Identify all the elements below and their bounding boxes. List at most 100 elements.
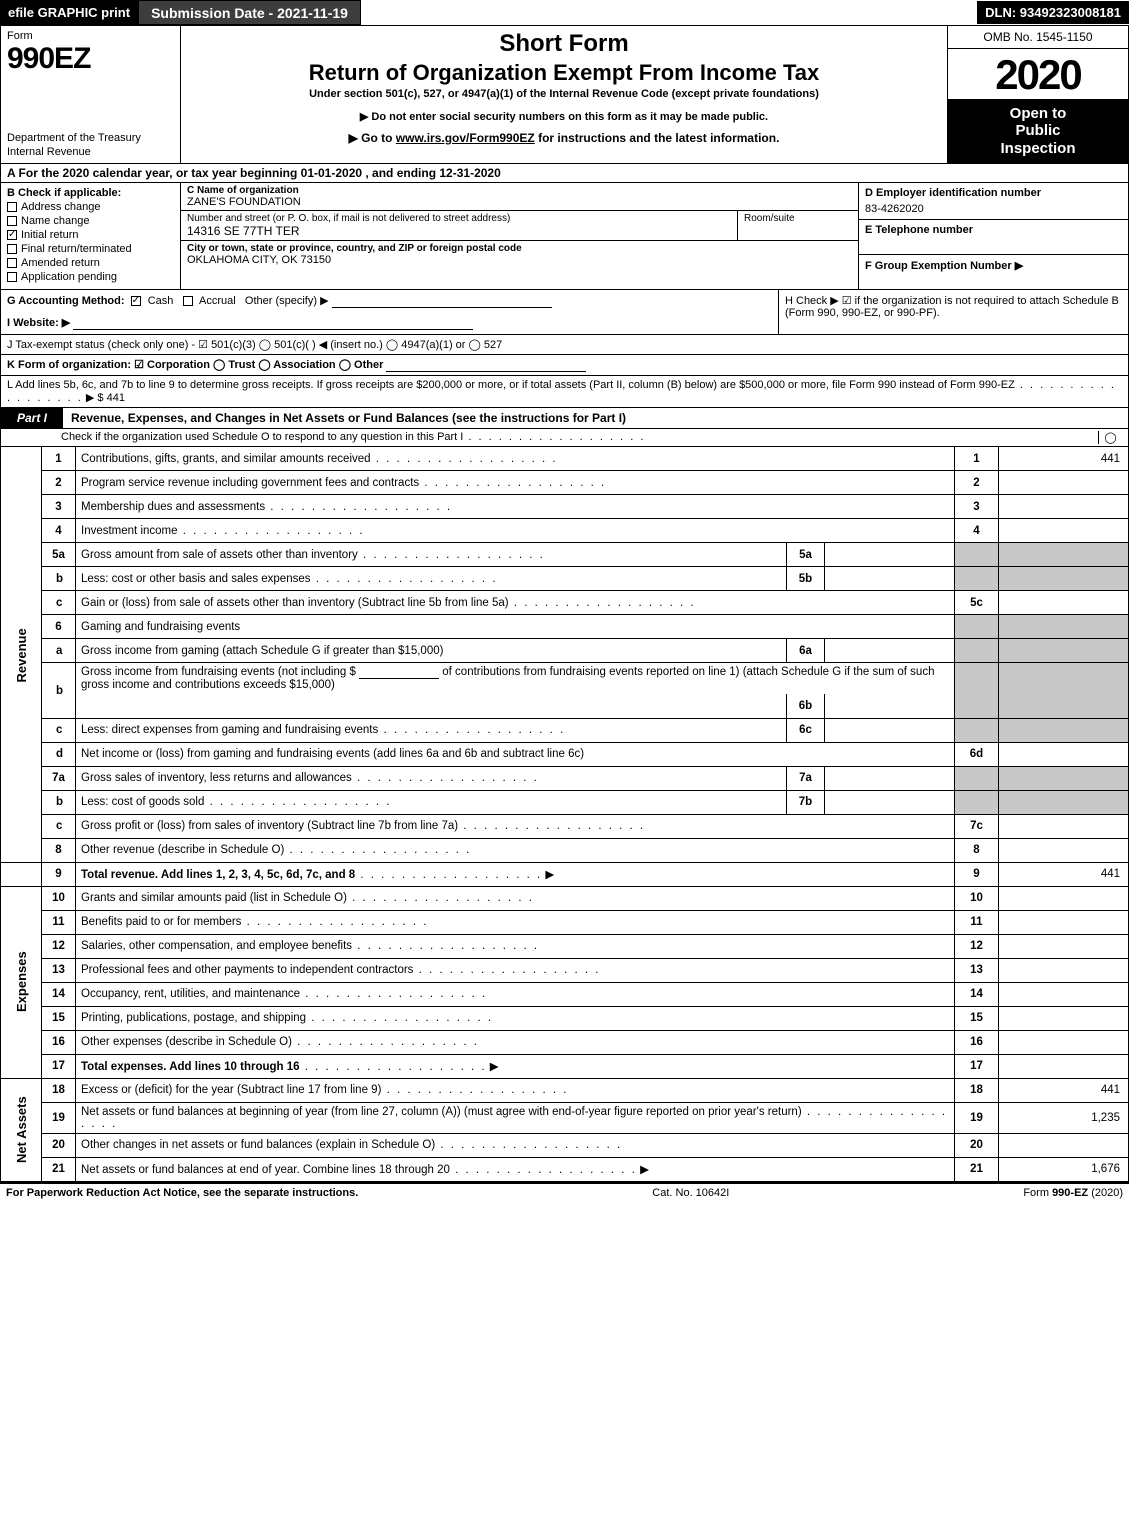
line-7b-text: Less: cost of goods sold	[81, 796, 204, 808]
line-11-text: Benefits paid to or for members	[81, 916, 241, 928]
line-g-accounting: G Accounting Method: Cash Accrual Other …	[1, 290, 778, 334]
line-21-key: 21	[955, 1157, 999, 1181]
dept-line1: Department of the Treasury	[7, 132, 174, 145]
line-16-value	[999, 1030, 1129, 1054]
line-18-num: 18	[42, 1078, 76, 1102]
check-b-column: B Check if applicable: Address change Na…	[1, 183, 181, 289]
line-14-num: 14	[42, 982, 76, 1006]
part-1-subline: Check if the organization used Schedule …	[0, 429, 1129, 447]
check-initial-return[interactable]: Initial return	[7, 229, 174, 241]
line-19-text: Net assets or fund balances at beginning…	[81, 1106, 802, 1118]
line-7c-num: c	[42, 814, 76, 838]
line-13-value	[999, 958, 1129, 982]
line-7c-text: Gross profit or (loss) from sales of inv…	[81, 820, 458, 832]
line-6b-amount-input[interactable]	[359, 666, 439, 679]
check-application-pending[interactable]: Application pending	[7, 271, 174, 283]
line-h-schedule-b: H Check ▶ ☑ if the organization is not r…	[778, 290, 1128, 334]
check-address-change[interactable]: Address change	[7, 201, 174, 213]
part-1-schedule-o-check[interactable]: ◯	[1098, 431, 1122, 444]
line-14-key: 14	[955, 982, 999, 1006]
line-6b-shade2	[955, 694, 999, 718]
line-4-value	[999, 519, 1129, 543]
line-6b-shade-val2	[999, 694, 1129, 718]
line-6b-shade	[955, 663, 999, 695]
line-7a-innerval	[825, 766, 955, 790]
line-20-value	[999, 1133, 1129, 1157]
top-bar: efile GRAPHIC print Submission Date - 20…	[0, 0, 1129, 26]
line-8-key: 8	[955, 838, 999, 862]
irs-link[interactable]: www.irs.gov/Form990EZ	[396, 131, 535, 145]
org-name-label: C Name of organization	[187, 185, 852, 196]
footer-cat-no: Cat. No. 10642I	[652, 1187, 729, 1199]
open-line1: Open to	[952, 105, 1124, 122]
line-7a-num: 7a	[42, 766, 76, 790]
line-7b-num: b	[42, 790, 76, 814]
line-6-text: Gaming and fundraising events	[76, 615, 955, 639]
line-11-num: 11	[42, 910, 76, 934]
line-14-text: Occupancy, rent, utilities, and maintena…	[81, 988, 300, 1000]
website-input[interactable]	[73, 317, 473, 330]
form-header: Form 990EZ Department of the Treasury In…	[0, 26, 1129, 164]
check-name-change[interactable]: Name change	[7, 215, 174, 227]
line-13-num: 13	[42, 958, 76, 982]
line-5b-text: Less: cost or other basis and sales expe…	[81, 573, 311, 585]
line-7a-shade	[955, 766, 999, 790]
line-7a-text: Gross sales of inventory, less returns a…	[81, 772, 352, 784]
line-3-text: Membership dues and assessments	[81, 501, 265, 513]
line-j-tax-exempt: J Tax-exempt status (check only one) - ☑…	[0, 335, 1129, 355]
line-5a-shade-val	[999, 543, 1129, 567]
line-i-website-label: I Website: ▶	[7, 317, 70, 329]
line-1-num: 1	[42, 447, 76, 471]
line-12-text: Salaries, other compensation, and employ…	[81, 940, 352, 952]
line-5b-innerval	[825, 567, 955, 591]
line-8-value	[999, 838, 1129, 862]
omb-number: OMB No. 1545-1150	[948, 26, 1128, 49]
org-name-value: ZANE'S FOUNDATION	[187, 196, 852, 208]
line-6c-shade	[955, 718, 999, 742]
line-6a-shade	[955, 639, 999, 663]
line-6b-innerval	[825, 694, 955, 718]
dln-badge: DLN: 93492323008181	[977, 1, 1129, 24]
room-label: Room/suite	[744, 213, 852, 224]
check-b-header: B Check if applicable:	[7, 187, 174, 199]
line-12-value	[999, 934, 1129, 958]
line-20-num: 20	[42, 1133, 76, 1157]
line-8-text: Other revenue (describe in Schedule O)	[81, 844, 284, 856]
line-15-num: 15	[42, 1006, 76, 1030]
line-1-value: 441	[999, 447, 1129, 471]
form-number: 990EZ	[7, 42, 174, 76]
page-footer: For Paperwork Reduction Act Notice, see …	[0, 1182, 1129, 1202]
line-14-value	[999, 982, 1129, 1006]
footer-form-ref: Form 990-EZ (2020)	[1023, 1187, 1123, 1199]
netassets-section-label: Net Assets	[1, 1078, 42, 1181]
line-6b-shade-val	[999, 663, 1129, 695]
line-6c-text: Less: direct expenses from gaming and fu…	[81, 724, 378, 736]
goto-line: ▶ Go to www.irs.gov/Form990EZ for instru…	[189, 131, 939, 145]
line-a-tax-year: A For the 2020 calendar year, or tax yea…	[0, 164, 1129, 183]
line-7b-innerkey: 7b	[787, 790, 825, 814]
line-2-text: Program service revenue including govern…	[81, 477, 419, 489]
line-5c-num: c	[42, 591, 76, 615]
line-11-value	[999, 910, 1129, 934]
line-6-shade-val	[999, 615, 1129, 639]
line-5a-innerval	[825, 543, 955, 567]
line-l-gross-receipts: L Add lines 5b, 6c, and 7b to line 9 to …	[0, 376, 1129, 408]
part-1-tab: Part I	[1, 408, 63, 428]
form-org-other-input[interactable]	[386, 359, 586, 372]
line-3-value	[999, 495, 1129, 519]
part-1-table: Revenue 1 Contributions, gifts, grants, …	[0, 447, 1129, 1182]
check-final-return[interactable]: Final return/terminated	[7, 243, 174, 255]
part-1-title: Revenue, Expenses, and Changes in Net As…	[63, 411, 626, 425]
line-5c-value	[999, 591, 1129, 615]
line-6b-num: b	[42, 663, 76, 719]
efile-print-button[interactable]: efile GRAPHIC print	[0, 0, 138, 25]
accounting-other-input[interactable]	[332, 295, 552, 308]
line-19-key: 19	[955, 1102, 999, 1133]
line-5b-shade-val	[999, 567, 1129, 591]
line-17-text: Total expenses. Add lines 10 through 16	[81, 1061, 300, 1073]
part-1-header: Part I Revenue, Expenses, and Changes in…	[0, 408, 1129, 429]
check-amended-return[interactable]: Amended return	[7, 257, 174, 269]
short-form-title: Short Form	[189, 30, 939, 58]
line-3-key: 3	[955, 495, 999, 519]
line-19-num: 19	[42, 1102, 76, 1133]
